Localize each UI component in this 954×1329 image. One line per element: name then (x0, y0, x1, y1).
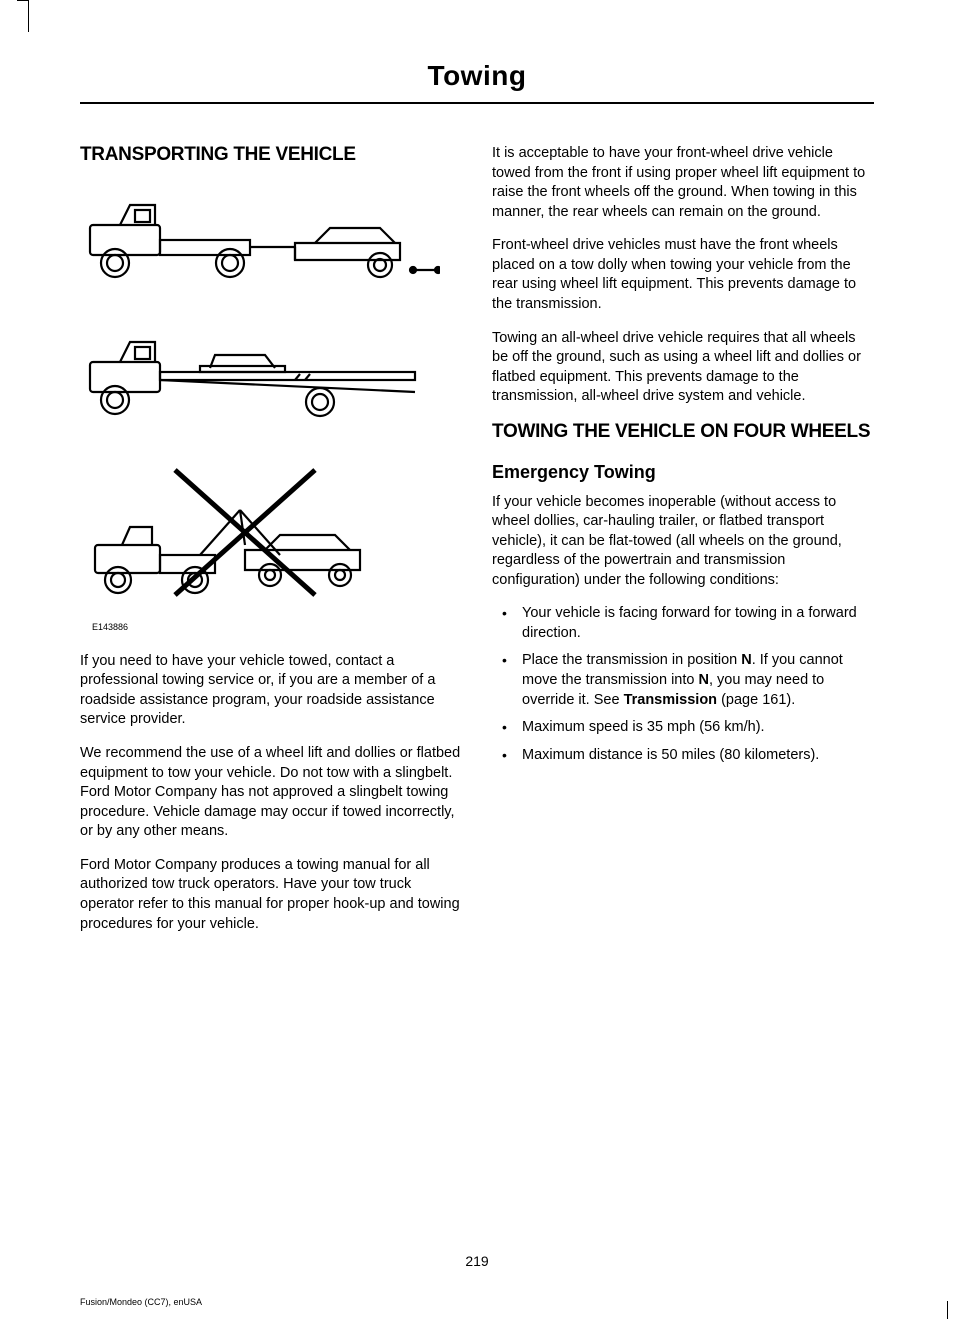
subsection-title-emergency: Emergency Towing (492, 462, 874, 483)
list-item: Your vehicle is facing forward for towin… (492, 604, 874, 643)
list-item: Place the transmission in position N. If… (492, 651, 874, 710)
left-column: TRANSPORTING THE VEHICLE (80, 144, 462, 948)
paragraph: Towing an all-wheel drive vehicle requir… (492, 329, 874, 407)
paragraph: If your vehicle becomes inoperable (with… (492, 493, 874, 591)
paragraph: Front-wheel drive vehicles must have the… (492, 236, 874, 314)
list-text: Place the transmission in position (522, 652, 741, 668)
illustration-flatbed (80, 320, 462, 435)
right-column: It is acceptable to have your front-whee… (492, 144, 874, 948)
list-text: (page 161). (717, 692, 795, 708)
illustration-slingbelt-prohibited: E143886 (80, 455, 462, 632)
list-text: Maximum distance is 50 miles (80 kilomet… (522, 747, 819, 763)
figure-code: E143886 (92, 622, 462, 632)
paragraph: It is acceptable to have your front-whee… (492, 144, 874, 222)
crop-mark (28, 0, 46, 32)
conditions-list: Your vehicle is facing forward for towin… (492, 604, 874, 765)
gear-n: N (741, 652, 751, 668)
footer-code: Fusion/Mondeo (CC7), enUSA (80, 1297, 202, 1307)
content-columns: TRANSPORTING THE VEHICLE (80, 144, 874, 948)
paragraph: If you need to have your vehicle towed, … (80, 652, 462, 730)
page-title: Towing (80, 60, 874, 92)
illustration-wheel-lift (80, 185, 462, 300)
paragraph: Ford Motor Company produces a towing man… (80, 856, 462, 934)
list-item: Maximum distance is 50 miles (80 kilomet… (492, 746, 874, 766)
link-transmission: Transmission (624, 692, 717, 708)
section-title-towing-four-wheels: TOWING THE VEHICLE ON FOUR WHEELS (492, 421, 874, 444)
list-item: Maximum speed is 35 mph (56 km/h). (492, 718, 874, 738)
crop-mark (947, 1301, 948, 1319)
list-text: Your vehicle is facing forward for towin… (522, 605, 857, 641)
gear-n: N (699, 672, 709, 688)
page-header: Towing (80, 60, 874, 104)
section-title-transporting: TRANSPORTING THE VEHICLE (80, 144, 462, 167)
paragraph: We recommend the use of a wheel lift and… (80, 744, 462, 842)
list-text: Maximum speed is 35 mph (56 km/h). (522, 719, 765, 735)
page-number: 219 (0, 1253, 954, 1269)
